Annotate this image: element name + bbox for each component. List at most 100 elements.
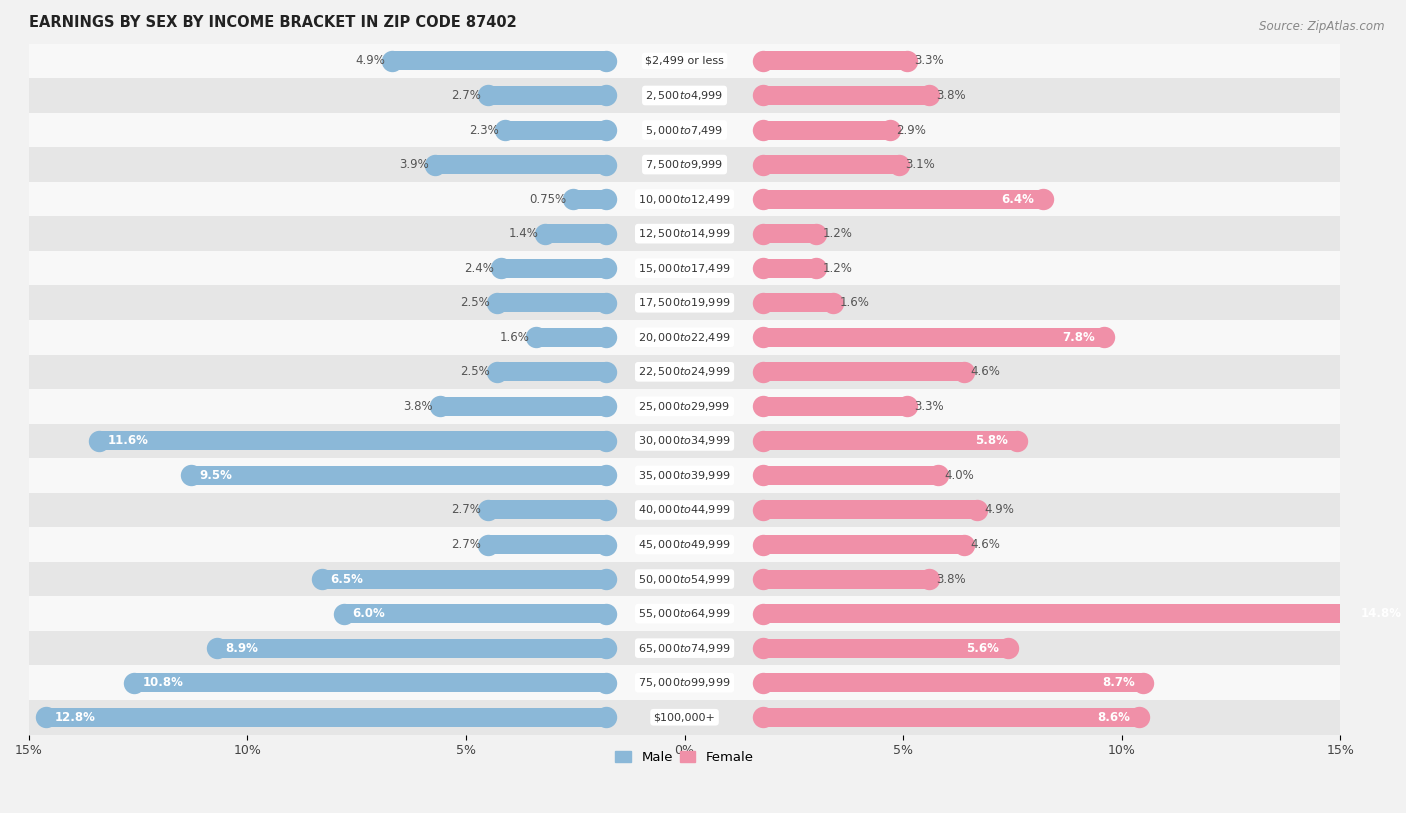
Text: $50,000 to $54,999: $50,000 to $54,999 (638, 572, 731, 585)
Text: 2.4%: 2.4% (464, 262, 495, 275)
Text: 1.6%: 1.6% (839, 296, 869, 309)
Text: $22,500 to $24,999: $22,500 to $24,999 (638, 365, 731, 378)
Text: 6.4%: 6.4% (1001, 193, 1035, 206)
Bar (763, 120, 890, 140)
Bar (30, 182, 1340, 216)
Bar (763, 155, 898, 174)
Bar (322, 570, 606, 589)
Bar (763, 328, 1104, 347)
Bar (30, 493, 1340, 528)
Bar (763, 293, 834, 312)
Bar (30, 424, 1340, 459)
Bar (763, 51, 907, 71)
Bar (30, 665, 1340, 700)
Bar (763, 86, 929, 105)
Bar (392, 51, 606, 71)
Text: 2.7%: 2.7% (451, 538, 481, 551)
Text: 2.7%: 2.7% (451, 503, 481, 516)
Text: 10.8%: 10.8% (142, 676, 183, 689)
Bar (30, 354, 1340, 389)
Bar (536, 328, 606, 347)
Bar (30, 78, 1340, 113)
Text: $17,500 to $19,999: $17,500 to $19,999 (638, 296, 731, 309)
Text: 12.8%: 12.8% (55, 711, 96, 724)
Text: 8.9%: 8.9% (225, 641, 259, 654)
Bar (98, 432, 606, 450)
Bar (763, 189, 1043, 209)
Text: 4.6%: 4.6% (970, 538, 1001, 551)
Text: $12,500 to $14,999: $12,500 to $14,999 (638, 227, 731, 240)
Bar (191, 466, 606, 485)
Bar (343, 604, 606, 623)
Text: 11.6%: 11.6% (108, 434, 149, 447)
Text: $55,000 to $64,999: $55,000 to $64,999 (638, 607, 731, 620)
Text: 3.1%: 3.1% (905, 158, 935, 171)
Text: 2.5%: 2.5% (460, 365, 491, 378)
Bar (763, 535, 965, 554)
Bar (488, 535, 606, 554)
Bar (763, 570, 929, 589)
Bar (30, 597, 1340, 631)
Text: EARNINGS BY SEX BY INCOME BRACKET IN ZIP CODE 87402: EARNINGS BY SEX BY INCOME BRACKET IN ZIP… (30, 15, 516, 30)
Bar (30, 147, 1340, 182)
Text: $5,000 to $7,499: $5,000 to $7,499 (645, 124, 724, 137)
Bar (30, 562, 1340, 597)
Legend: Male, Female: Male, Female (610, 746, 759, 769)
Bar (763, 432, 1017, 450)
Bar (30, 285, 1340, 320)
Text: 3.9%: 3.9% (399, 158, 429, 171)
Bar (763, 708, 1139, 727)
Bar (134, 673, 606, 692)
Bar (488, 501, 606, 520)
Text: 1.4%: 1.4% (508, 227, 538, 240)
Bar (505, 120, 606, 140)
Bar (30, 113, 1340, 147)
Text: 8.6%: 8.6% (1098, 711, 1130, 724)
Bar (763, 224, 815, 243)
Text: 1.2%: 1.2% (823, 262, 852, 275)
Text: 8.7%: 8.7% (1102, 676, 1135, 689)
Text: $75,000 to $99,999: $75,000 to $99,999 (638, 676, 731, 689)
Text: 3.3%: 3.3% (914, 400, 943, 413)
Text: 3.8%: 3.8% (936, 572, 966, 585)
Bar (30, 44, 1340, 78)
Bar (30, 631, 1340, 665)
Text: 4.9%: 4.9% (356, 54, 385, 67)
Text: 4.9%: 4.9% (984, 503, 1014, 516)
Bar (30, 216, 1340, 251)
Bar (30, 459, 1340, 493)
Text: 1.6%: 1.6% (499, 331, 530, 344)
Bar (30, 320, 1340, 354)
Text: Source: ZipAtlas.com: Source: ZipAtlas.com (1260, 20, 1385, 33)
Bar (763, 363, 965, 381)
Text: $40,000 to $44,999: $40,000 to $44,999 (638, 503, 731, 516)
Bar (30, 700, 1340, 734)
Bar (574, 189, 606, 209)
Bar (763, 466, 938, 485)
Text: $35,000 to $39,999: $35,000 to $39,999 (638, 469, 731, 482)
Bar (30, 528, 1340, 562)
Bar (763, 604, 1406, 623)
Bar (217, 639, 606, 658)
Bar (30, 251, 1340, 285)
Bar (46, 708, 606, 727)
Text: $45,000 to $49,999: $45,000 to $49,999 (638, 538, 731, 551)
Text: 9.5%: 9.5% (200, 469, 232, 482)
Bar (440, 397, 606, 416)
Text: 5.8%: 5.8% (976, 434, 1008, 447)
Text: 4.6%: 4.6% (970, 365, 1001, 378)
Text: 2.7%: 2.7% (451, 89, 481, 102)
Text: $10,000 to $12,499: $10,000 to $12,499 (638, 193, 731, 206)
Bar (763, 397, 907, 416)
Text: $2,500 to $4,999: $2,500 to $4,999 (645, 89, 724, 102)
Text: $65,000 to $74,999: $65,000 to $74,999 (638, 641, 731, 654)
Text: 2.5%: 2.5% (460, 296, 491, 309)
Bar (30, 389, 1340, 424)
Bar (763, 673, 1143, 692)
Bar (488, 86, 606, 105)
Bar (436, 155, 606, 174)
Text: 5.6%: 5.6% (966, 641, 1000, 654)
Text: 6.5%: 6.5% (330, 572, 363, 585)
Text: 0.75%: 0.75% (530, 193, 567, 206)
Bar (501, 259, 606, 278)
